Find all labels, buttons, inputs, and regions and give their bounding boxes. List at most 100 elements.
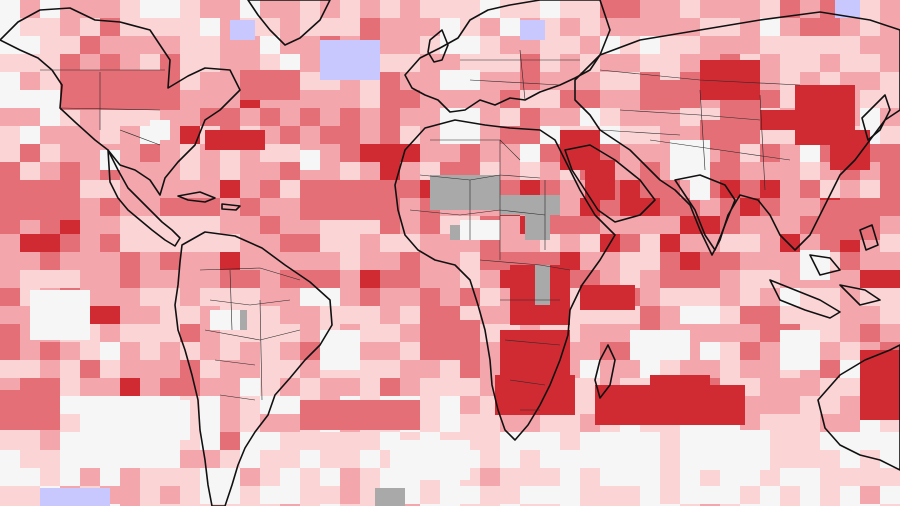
anomaly-cell	[200, 72, 220, 90]
anomaly-cell	[800, 162, 820, 180]
anomaly-cell	[260, 108, 280, 126]
anomaly-cell	[520, 450, 540, 468]
anomaly-cell	[380, 90, 400, 108]
anomaly-cell	[100, 396, 120, 414]
anomaly-cell	[280, 504, 300, 506]
anomaly-cell	[740, 162, 760, 180]
anomaly-cell	[380, 0, 400, 18]
anomaly-cell	[40, 108, 60, 126]
anomaly-cell	[80, 432, 100, 450]
anomaly-cell	[620, 468, 640, 486]
anomaly-cell	[880, 216, 900, 234]
anomaly-cell	[780, 486, 800, 504]
anomaly-cell	[40, 450, 60, 468]
anomaly-cell	[320, 216, 340, 234]
anomaly-cell	[580, 72, 600, 90]
anomaly-cell	[700, 342, 720, 360]
anomaly-cell	[120, 486, 140, 504]
anomaly-cell	[180, 342, 200, 360]
anomaly-cell	[720, 270, 740, 288]
anomaly-cell	[260, 36, 280, 54]
anomaly-cell	[840, 324, 860, 342]
anomaly-cell	[640, 486, 660, 504]
anomaly-cell	[280, 450, 300, 468]
anomaly-cell	[360, 162, 380, 180]
anomaly-cell	[720, 0, 740, 18]
anomaly-cell	[260, 360, 280, 378]
anomaly-cell	[620, 90, 640, 108]
anomaly-cell	[620, 198, 640, 216]
anomaly-cell	[0, 144, 20, 162]
anomaly-cell	[840, 252, 860, 270]
anomaly-cell	[60, 342, 80, 360]
anomaly-cell	[200, 0, 220, 18]
anomaly-cell	[460, 144, 480, 162]
anomaly-cell	[320, 108, 340, 126]
anomaly-cell	[0, 270, 20, 288]
anomaly-cell	[620, 252, 640, 270]
anomaly-cell	[180, 378, 200, 396]
anomaly-cell	[0, 252, 20, 270]
anomaly-cell	[560, 108, 580, 126]
anomaly-cell	[880, 306, 900, 324]
anomaly-cell	[240, 270, 260, 288]
anomaly-cool-cell	[520, 20, 545, 40]
anomaly-cell	[160, 216, 180, 234]
anomaly-cell	[540, 108, 560, 126]
anomaly-cell	[300, 234, 320, 252]
anomaly-neutral-cell	[680, 430, 770, 470]
anomaly-cell	[480, 144, 500, 162]
anomaly-cell	[580, 216, 600, 234]
anomaly-cell	[100, 108, 120, 126]
missing-data-cell	[430, 175, 500, 210]
anomaly-cell	[140, 198, 160, 216]
anomaly-cell	[360, 144, 380, 162]
anomaly-cell	[780, 252, 800, 270]
anomaly-neutral-cell	[300, 150, 320, 170]
anomaly-cell	[60, 468, 80, 486]
missing-data-cell	[525, 215, 550, 240]
anomaly-cell	[0, 360, 20, 378]
anomaly-cell	[280, 342, 300, 360]
anomaly-cell	[820, 396, 840, 414]
anomaly-cell	[540, 468, 560, 486]
anomaly-cell	[300, 432, 320, 450]
anomaly-cell	[320, 144, 340, 162]
anomaly-cell	[700, 270, 720, 288]
anomaly-cell	[860, 0, 880, 18]
anomaly-cell	[380, 234, 400, 252]
anomaly-cell	[380, 36, 400, 54]
anomaly-cell	[400, 162, 420, 180]
anomaly-cell	[540, 486, 560, 504]
anomaly-cell	[480, 90, 500, 108]
anomaly-cell	[780, 270, 800, 288]
anomaly-cell	[120, 504, 140, 506]
anomaly-cell	[460, 54, 480, 72]
anomaly-hotspot	[585, 160, 615, 200]
anomaly-cell	[740, 360, 760, 378]
anomaly-cell	[640, 198, 660, 216]
coastline-central-america	[107, 149, 181, 247]
anomaly-cell	[740, 468, 760, 486]
anomaly-cell	[360, 0, 380, 18]
anomaly-cell	[300, 306, 320, 324]
anomaly-cell	[140, 252, 160, 270]
anomaly-cell	[520, 108, 540, 126]
anomaly-cell	[540, 36, 560, 54]
anomaly-cell	[340, 126, 360, 144]
anomaly-cell	[760, 18, 780, 36]
anomaly-cell	[360, 306, 380, 324]
anomaly-cell	[120, 54, 140, 72]
anomaly-cell	[480, 450, 500, 468]
coastline-japan	[861, 94, 891, 141]
anomaly-cell	[760, 396, 780, 414]
anomaly-cell	[860, 432, 880, 450]
anomaly-neutral-cell	[150, 120, 170, 140]
anomaly-cell	[800, 144, 820, 162]
anomaly-cell	[840, 504, 860, 506]
anomaly-cell	[620, 432, 640, 450]
anomaly-cell	[260, 180, 280, 198]
anomaly-cell	[580, 252, 600, 270]
anomaly-cell	[160, 378, 180, 396]
